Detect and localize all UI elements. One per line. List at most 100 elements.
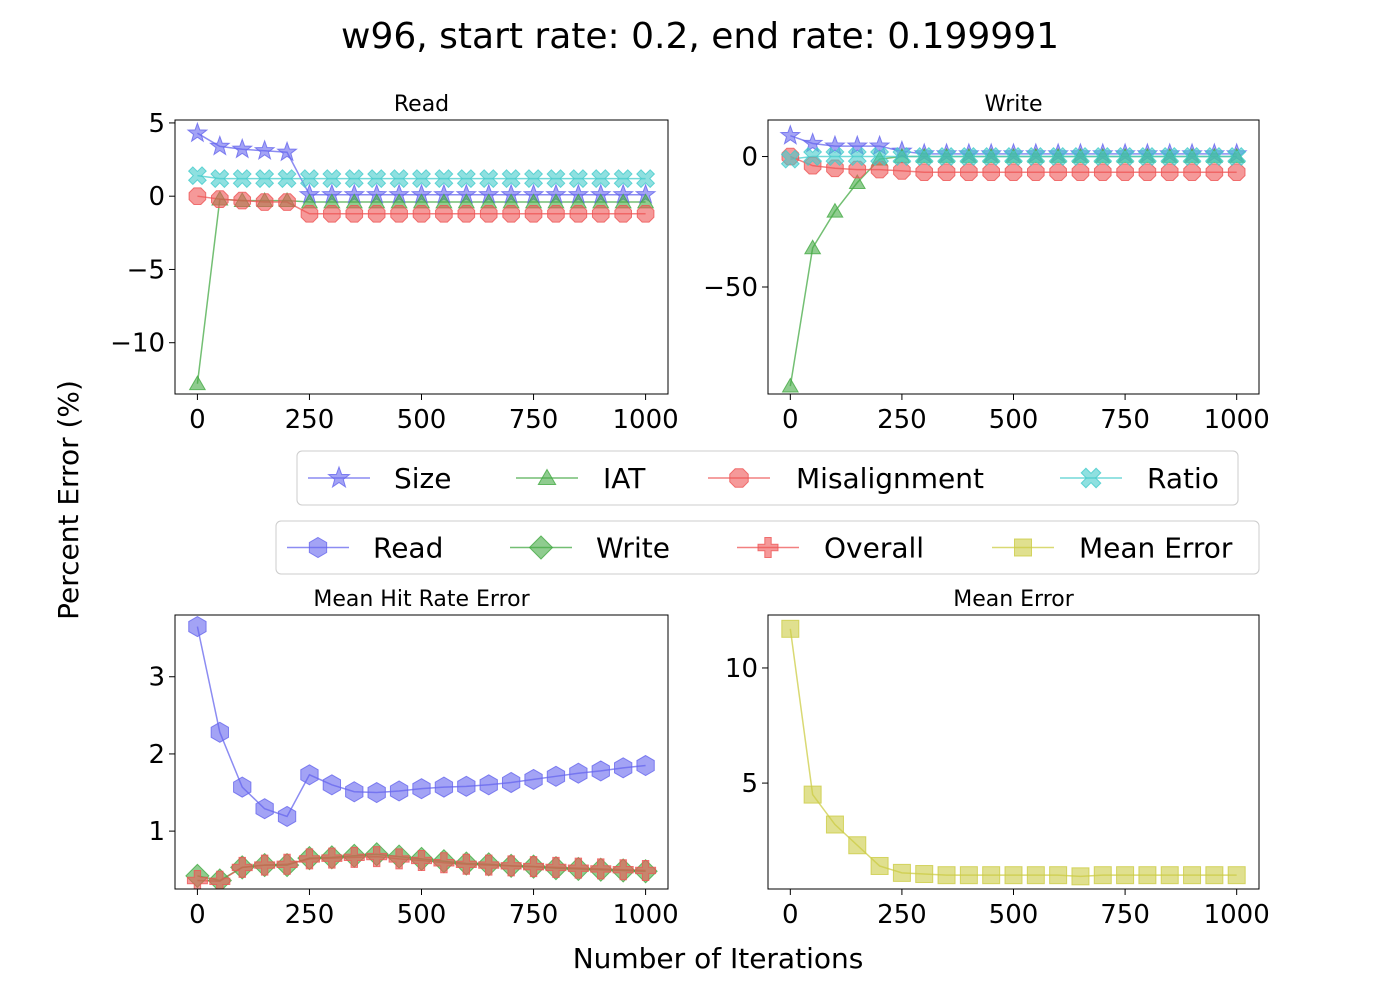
point-misalignment (300, 204, 319, 223)
point-mean-error (825, 815, 844, 834)
point-ratio (501, 169, 521, 189)
point-overall (231, 856, 253, 878)
legend-marker-mean-error (1014, 538, 1032, 557)
point-overall (254, 854, 276, 876)
panel-mean-hit-rate-error: Mean Hit Rate Error 0 250 500 750 1000 3 2 1 (148, 587, 678, 930)
point-overall (388, 848, 410, 870)
point-ratio (1070, 147, 1090, 167)
x-tick-label: 0 (189, 405, 206, 435)
point-ratio (1182, 147, 1202, 167)
point-ratio (568, 169, 588, 189)
point-ratio (613, 169, 633, 189)
point-misalignment (893, 162, 911, 180)
point-ratio (1137, 147, 1157, 167)
x-tick-label: 500 (397, 900, 447, 930)
point-overall (455, 853, 477, 875)
point-mean-error (982, 866, 1001, 885)
point-misalignment (569, 204, 588, 223)
point-overall (612, 859, 634, 881)
point-mean-error (959, 866, 978, 885)
point-overall (635, 859, 657, 881)
point-read (233, 776, 252, 798)
panel-title: Mean Hit Rate Error (313, 587, 530, 612)
point-misalignment (547, 204, 565, 223)
point-overall (298, 848, 320, 870)
legend-bottom: Read Write Overall Mean Error (275, 520, 1260, 575)
point-mean-error (915, 865, 934, 884)
x-tick-label: 750 (509, 900, 559, 930)
point-overall (433, 852, 455, 874)
point-mean-error (1049, 866, 1068, 885)
legend-marker-misalignment (729, 468, 749, 488)
plot-area (185, 616, 658, 889)
point-overall (478, 854, 500, 876)
x-tick-label: 1000 (1204, 900, 1270, 930)
point-ratio (1160, 147, 1180, 167)
point-mean-error (870, 856, 889, 875)
point-size (231, 137, 254, 159)
point-ratio (591, 169, 611, 189)
plot-area (779, 124, 1248, 393)
point-iat (803, 239, 822, 255)
point-mean-error (1205, 866, 1224, 885)
point-ratio (981, 147, 1001, 167)
x-tick-label: 500 (989, 405, 1039, 435)
point-misalignment (1093, 163, 1112, 182)
y-tick-label: 0 (148, 182, 165, 212)
point-iat (781, 377, 799, 393)
point-misalignment (255, 193, 274, 211)
point-ratio (456, 169, 476, 189)
point-ratio (299, 169, 319, 189)
point-ratio (959, 147, 979, 167)
point-misalignment (233, 191, 252, 210)
point-read (479, 774, 498, 796)
y-tick-label: −10 (110, 329, 165, 359)
point-ratio (803, 147, 823, 167)
point-read (614, 757, 633, 779)
point-read (501, 771, 521, 794)
x-tick-label: 500 (397, 405, 447, 435)
point-mean-error (1093, 866, 1112, 885)
axes-frame (174, 119, 669, 395)
y-tick-label: 1 (148, 817, 165, 847)
point-mean-error (937, 866, 956, 885)
point-overall (545, 856, 567, 878)
point-ratio (825, 147, 845, 167)
point-misalignment (412, 204, 431, 223)
point-ratio (344, 169, 364, 189)
point-ratio (210, 169, 230, 189)
point-overall (366, 846, 388, 868)
point-misalignment (1227, 163, 1246, 182)
point-misalignment (367, 204, 386, 223)
x-tick-label: 1000 (1204, 405, 1270, 435)
panel-read: Read 0 250 500 750 1000 5 0 −5 −10 (110, 92, 679, 435)
point-ratio (870, 147, 890, 167)
legend-marker-size (327, 465, 351, 489)
point-overall (343, 846, 365, 868)
point-ratio (434, 169, 454, 189)
point-ratio (892, 147, 912, 167)
point-overall (276, 853, 298, 875)
point-size (208, 134, 231, 156)
point-size (846, 134, 869, 156)
figure-ylabel: Percent Error (%) (52, 380, 85, 620)
axes-frame (767, 614, 1260, 890)
legend-label-misalignment: Misalignment (796, 462, 984, 495)
legend-label-iat: IAT (603, 462, 646, 495)
point-ratio (187, 166, 207, 186)
point-misalignment (915, 163, 934, 182)
y-tick-label: 5 (741, 769, 758, 799)
point-misalignment (323, 204, 341, 223)
panel-mean-error: Mean Error 0 250 500 750 1000 10 5 (725, 587, 1270, 930)
x-tick-label: 750 (1100, 900, 1150, 930)
point-size (186, 121, 209, 143)
point-read (389, 780, 409, 802)
point-misalignment (435, 204, 453, 223)
point-ratio (1048, 147, 1068, 167)
point-ratio (389, 169, 409, 189)
panel-title: Write (984, 92, 1042, 117)
x-tick-label: 250 (877, 405, 927, 435)
point-read (434, 776, 454, 798)
point-read (636, 754, 655, 777)
